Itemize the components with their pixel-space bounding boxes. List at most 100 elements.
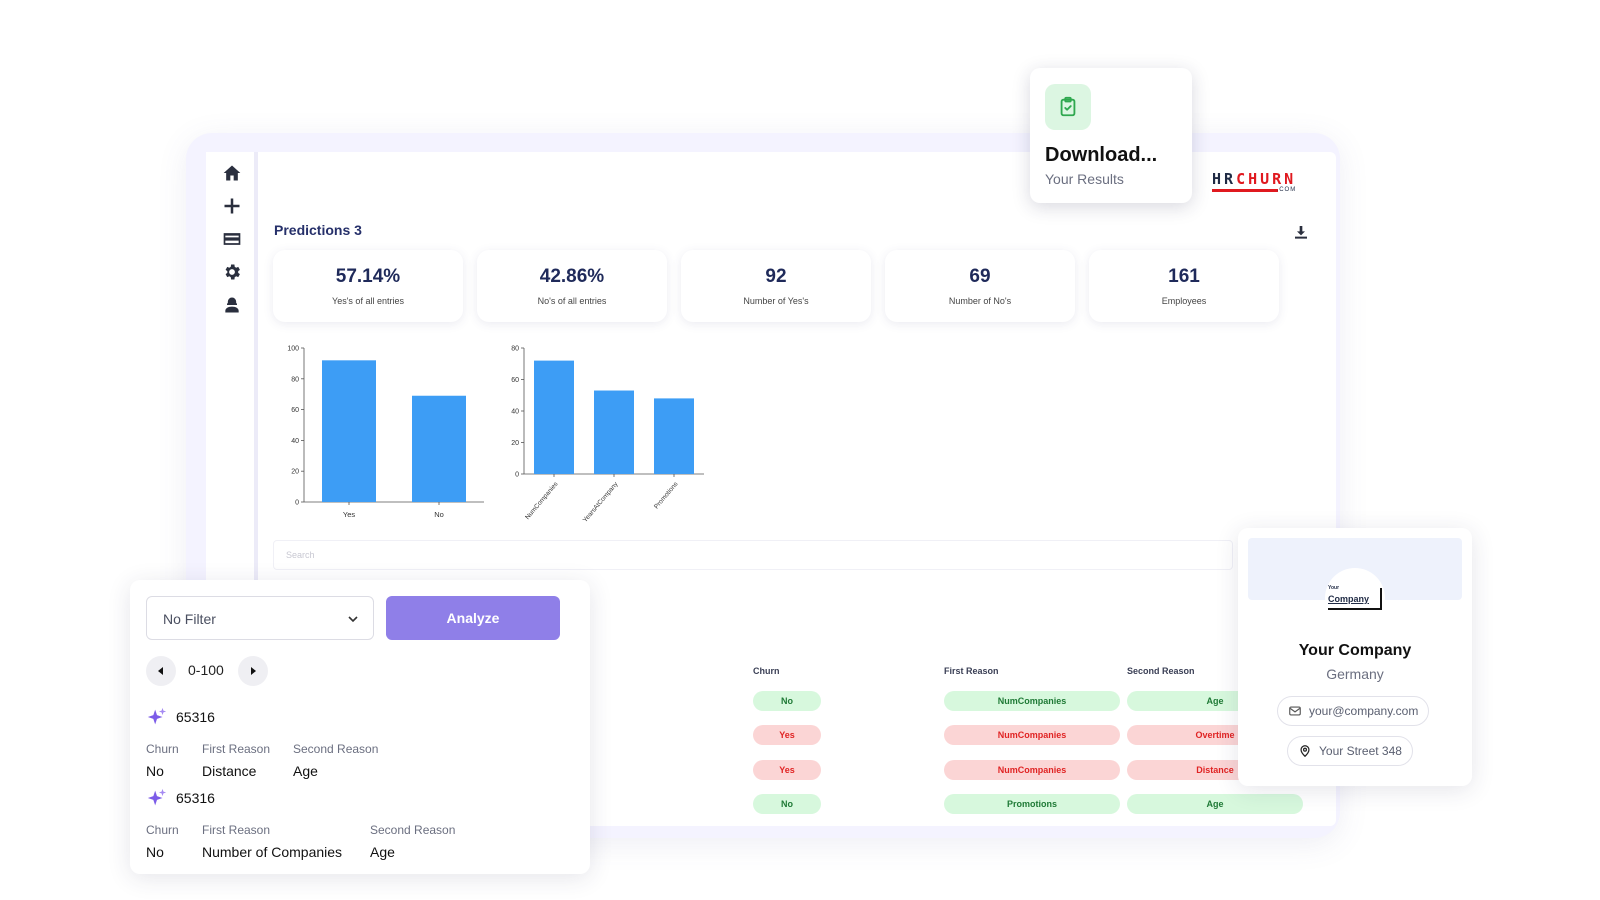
stat-card-yes-percent: 57.14% Yes's of all entries (273, 250, 463, 322)
chevron-down-icon (348, 616, 358, 623)
x-tick-label: No (434, 510, 444, 519)
result-id: 65316 (176, 709, 215, 725)
download-results-card[interactable]: Download... Your Results (1030, 68, 1192, 203)
result-label-first-reason: First Reason (202, 742, 271, 756)
company-logo: Your Company (1328, 585, 1382, 610)
next-page-button[interactable] (238, 656, 268, 686)
bar-promotions (654, 398, 694, 474)
stat-label: Employees (1161, 296, 1207, 306)
result-header: 65316 (146, 787, 215, 809)
download-icon[interactable] (1293, 224, 1309, 240)
result-value-first-reason: Distance (202, 763, 257, 779)
y-tick-label: 60 (511, 377, 519, 384)
search-input[interactable]: Search (273, 540, 1233, 570)
churn-badge: Yes (753, 725, 821, 745)
map-pin-icon (1300, 745, 1310, 758)
x-tick-label: YearsAtCompany (582, 480, 620, 524)
result-value-churn: No (146, 844, 164, 860)
brand-logo: HRCHURN .COM (1212, 170, 1297, 193)
result-label-second-reason: Second Reason (293, 742, 379, 756)
stat-value: 57.14% (335, 266, 401, 287)
stat-card-yes-count: 92 Number of Yes's (681, 250, 871, 322)
filter-select-value: No Filter (163, 611, 216, 627)
y-tick-label: 0 (295, 500, 299, 507)
company-name: Your Company (1298, 642, 1412, 659)
analyze-button[interactable]: Analyze (386, 596, 560, 640)
user-icon[interactable] (221, 294, 243, 316)
company-email-chip[interactable]: your@company.com (1277, 696, 1430, 726)
company-country: Germany (1326, 666, 1384, 682)
column-header-churn: Churn (753, 666, 780, 676)
first-reason-badge: NumCompanies (944, 725, 1120, 745)
gear-icon[interactable] (221, 261, 243, 283)
stat-label: No's of all entries (537, 296, 607, 306)
result-label-churn: Churn (146, 823, 179, 837)
y-tick-label: 20 (291, 469, 299, 476)
filter-panel: No Filter Analyze 0-100 65316 Churn Firs… (130, 580, 590, 874)
result-label-churn: Churn (146, 742, 179, 756)
y-tick-label: 40 (511, 409, 519, 416)
stat-value: 42.86% (539, 266, 605, 287)
y-tick-label: 80 (291, 376, 299, 383)
result-value-second-reason: Age (293, 763, 318, 779)
logo-com: .COM (1276, 187, 1297, 193)
bar-no (412, 395, 466, 502)
bar-numcompanies (534, 360, 574, 474)
bar-yes (322, 360, 376, 502)
bar-yearsatcompany (594, 390, 634, 474)
search-placeholder: Search (286, 550, 315, 560)
credit-card-icon[interactable] (221, 228, 243, 250)
churn-badge: No (753, 794, 821, 814)
result-id: 65316 (176, 790, 215, 806)
sparkle-icon (147, 707, 167, 725)
churn-chart: 0 20 40 60 80 100 Yes No (282, 340, 492, 535)
stat-value: 69 (969, 266, 991, 287)
reason-chart-svg: 0 20 40 60 80 NumCompanies YearsAtCompany Promo… (511, 346, 704, 524)
company-address-chip[interactable]: Your Street 348 (1287, 736, 1413, 766)
result-label-first-reason: First Reason (202, 823, 271, 837)
first-reason-badge: Promotions (944, 794, 1120, 814)
churn-badge: No (753, 691, 821, 711)
result-value-churn: No (146, 763, 164, 779)
download-title: Download... (1045, 144, 1158, 166)
x-tick-label: Yes (343, 510, 355, 519)
home-icon[interactable] (221, 162, 243, 184)
company-logo-main: Company (1328, 594, 1370, 604)
second-reason-badge: Age (1127, 794, 1303, 814)
x-tick-label: NumCompanies (524, 480, 560, 521)
result-value-first-reason: Number of Companies (202, 844, 343, 860)
y-tick-label: 0 (515, 472, 519, 479)
plus-icon[interactable] (221, 195, 243, 217)
result-header: 65316 (146, 706, 215, 728)
logo-churn: CHURN (1236, 170, 1297, 188)
logo-hr: HR (1212, 170, 1237, 188)
page-range: 0-100 (188, 662, 224, 678)
first-reason-badge: NumCompanies (944, 760, 1120, 780)
column-header-first-reason: First Reason (944, 666, 999, 676)
x-tick-label: Promotions (653, 480, 680, 510)
download-subtitle: Your Results (1045, 171, 1124, 187)
first-reason-badge: NumCompanies (944, 691, 1120, 711)
sparkle-icon (147, 788, 167, 806)
reason-chart: 0 20 40 60 80 NumCompanies YearsAtCompany Promo… (502, 340, 722, 535)
page-title: Predictions 3 (274, 222, 362, 238)
stat-card-no-percent: 42.86% No's of all entries (477, 250, 667, 322)
churn-badge: Yes (753, 760, 821, 780)
company-address: Your Street 348 (1319, 744, 1402, 758)
company-profile-card: Your Company Your Company Germany your@c… (1238, 528, 1472, 786)
clipboard-check-icon (1045, 84, 1091, 130)
y-tick-label: 40 (291, 438, 299, 445)
logo-underline (1212, 189, 1278, 192)
prev-page-button[interactable] (146, 656, 176, 686)
company-avatar (1325, 568, 1385, 628)
stat-label: Number of No's (948, 296, 1012, 306)
company-email: your@company.com (1309, 704, 1419, 718)
mail-icon (1289, 706, 1301, 716)
stat-label: Number of Yes's (743, 296, 809, 306)
result-label-second-reason: Second Reason (370, 823, 456, 837)
filter-select[interactable]: No Filter (146, 596, 374, 640)
stat-card-no-count: 69 Number of No's (885, 250, 1075, 322)
stat-label: Yes's of all entries (332, 296, 404, 306)
caret-right-icon (251, 667, 256, 675)
